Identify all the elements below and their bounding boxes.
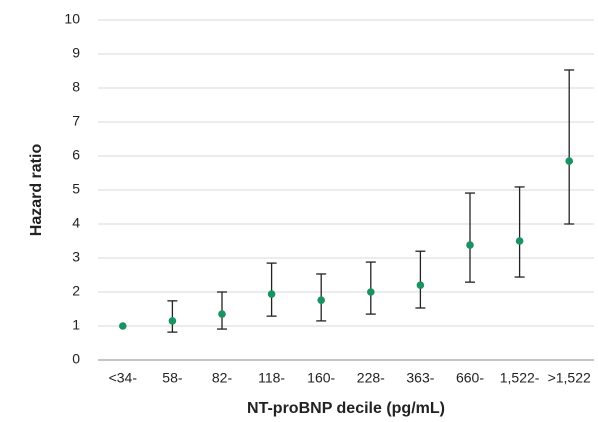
x-axis-title: NT-proBNP decile (pg/mL) (247, 400, 445, 417)
point (119, 322, 127, 330)
point (466, 241, 474, 249)
y-tick-label: 8 (72, 79, 80, 95)
y-tick-label: 9 (72, 45, 80, 61)
y-tick-label: 3 (72, 249, 80, 265)
x-tick-label: 58- (162, 370, 183, 386)
y-tick-label: 5 (72, 181, 80, 197)
point (515, 237, 524, 245)
y-tick-label: 0 (72, 351, 80, 367)
x-tick-label: >1,522 (548, 370, 591, 386)
x-tick-label: <34- (109, 370, 138, 386)
point (267, 290, 276, 298)
x-tick-label: 363- (406, 370, 434, 386)
y-axis-title: Hazard ratio (28, 144, 45, 237)
y-tick-label: 7 (72, 113, 80, 129)
point (168, 317, 177, 325)
y-tick-label: 6 (72, 147, 80, 163)
y-tick-label: 2 (72, 283, 80, 299)
y-tick-label: 10 (64, 11, 80, 27)
x-tick-label: 160- (307, 370, 335, 386)
point (317, 296, 326, 304)
point (416, 281, 425, 290)
x-tick-label: 228- (357, 370, 385, 386)
x-tick-label: 118- (258, 370, 285, 386)
point (367, 288, 375, 296)
x-tick-label: 1,522- (500, 370, 540, 386)
x-tick-label: 660- (456, 370, 484, 386)
point (218, 310, 226, 318)
point (565, 157, 573, 165)
y-tick-label: 1 (72, 317, 80, 333)
x-tick-label: 82- (212, 370, 233, 386)
y-tick-label: 4 (72, 215, 80, 231)
